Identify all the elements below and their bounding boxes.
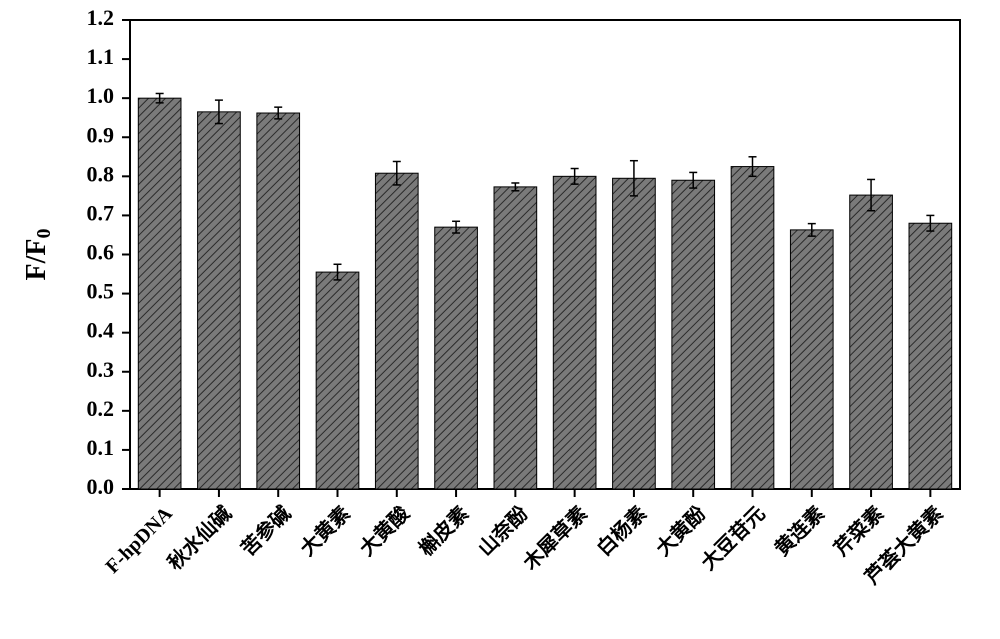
y-tick-label: 0.3: [87, 357, 115, 382]
y-tick-label: 1.2: [87, 5, 115, 30]
bar: [909, 223, 952, 489]
bar: [672, 180, 715, 489]
bar: [257, 113, 300, 489]
y-tick-label: 0.1: [87, 435, 115, 460]
y-tick-label: 0.9: [87, 122, 115, 147]
y-tick-label: 1.0: [87, 83, 115, 108]
bar: [494, 187, 537, 489]
bar: [790, 230, 833, 489]
bar: [316, 272, 359, 489]
bar: [553, 176, 596, 489]
bar: [198, 112, 241, 489]
bar: [435, 227, 478, 489]
bar: [613, 178, 656, 489]
bar: [375, 173, 418, 489]
y-tick-label: 0.2: [87, 396, 115, 421]
y-tick-label: 1.1: [87, 44, 115, 69]
bar: [731, 167, 774, 489]
y-tick-label: 0.7: [87, 200, 115, 225]
y-tick-label: 0.0: [87, 474, 115, 499]
bar: [850, 195, 893, 489]
y-tick-label: 0.4: [87, 318, 115, 343]
chart-container: 0.00.10.20.30.40.50.60.70.80.91.01.11.2F…: [0, 0, 1000, 639]
bar-chart: 0.00.10.20.30.40.50.60.70.80.91.01.11.2F…: [0, 0, 1000, 639]
y-tick-label: 0.5: [87, 279, 115, 304]
y-tick-label: 0.8: [87, 161, 115, 186]
bar: [138, 98, 181, 489]
y-tick-label: 0.6: [87, 240, 115, 265]
